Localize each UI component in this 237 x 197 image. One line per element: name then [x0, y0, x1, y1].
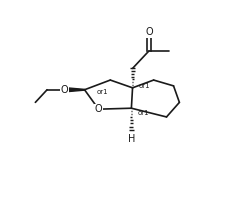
Polygon shape — [65, 88, 85, 92]
Text: or1: or1 — [96, 89, 108, 95]
Text: or1: or1 — [138, 83, 150, 89]
Text: O: O — [145, 27, 153, 37]
Text: H: H — [128, 134, 135, 144]
Text: O: O — [61, 85, 68, 95]
Text: or1: or1 — [137, 110, 149, 116]
Text: O: O — [95, 104, 102, 114]
